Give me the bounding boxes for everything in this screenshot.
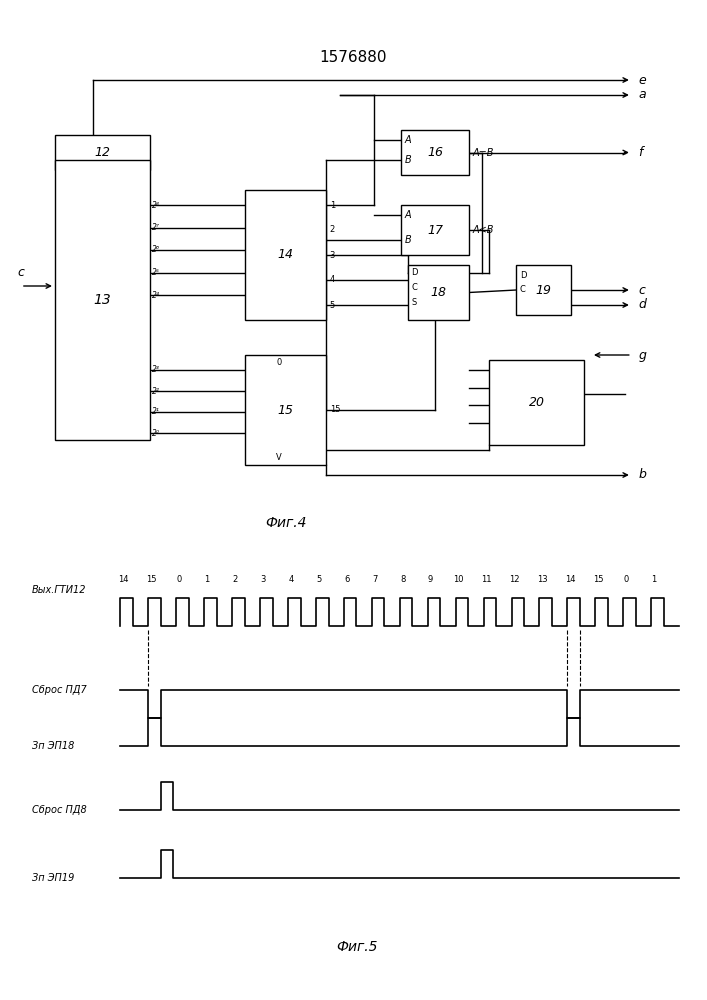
Text: 2³: 2³ — [152, 365, 160, 374]
Text: 2⁷: 2⁷ — [152, 223, 160, 232]
Text: B: B — [404, 155, 411, 165]
Text: 19: 19 — [535, 284, 551, 296]
Text: 2⁵: 2⁵ — [152, 268, 160, 277]
Bar — [401, 130, 469, 175]
Bar — [55, 135, 150, 170]
Text: 20: 20 — [529, 396, 545, 409]
Text: 0: 0 — [176, 575, 182, 584]
Text: 2¹: 2¹ — [152, 408, 160, 416]
Text: A: A — [404, 210, 411, 220]
Text: 0: 0 — [624, 575, 629, 584]
Text: 17: 17 — [427, 224, 443, 236]
Text: A<B: A<B — [472, 225, 493, 235]
Bar — [516, 265, 571, 315]
Text: Сброс ПД8: Сброс ПД8 — [32, 805, 86, 815]
Text: Зп ЭП19: Зп ЭП19 — [32, 873, 74, 883]
Text: 11: 11 — [481, 575, 491, 584]
Bar — [245, 355, 327, 465]
Text: g: g — [638, 349, 646, 361]
Text: 8: 8 — [400, 575, 405, 584]
Text: 1: 1 — [204, 575, 209, 584]
Text: C: C — [520, 286, 526, 294]
Text: 4: 4 — [288, 575, 293, 584]
Text: 5: 5 — [329, 300, 335, 310]
Text: 9: 9 — [428, 575, 433, 584]
Text: 13: 13 — [93, 293, 111, 307]
Text: S: S — [411, 298, 416, 307]
Text: b: b — [638, 468, 646, 482]
Text: 7: 7 — [372, 575, 378, 584]
Text: 10: 10 — [453, 575, 464, 584]
Text: 4: 4 — [329, 275, 335, 284]
Text: c: c — [18, 265, 24, 278]
Bar — [55, 160, 150, 440]
Text: 0: 0 — [276, 358, 281, 367]
Text: 14: 14 — [565, 575, 575, 584]
Text: 2⁶: 2⁶ — [152, 245, 160, 254]
Text: 16: 16 — [427, 146, 443, 159]
Text: a: a — [638, 89, 646, 102]
Text: D: D — [520, 270, 526, 279]
Text: 2: 2 — [233, 575, 238, 584]
Text: 1: 1 — [651, 575, 657, 584]
Text: 12: 12 — [509, 575, 520, 584]
Text: Сброс ПД7: Сброс ПД7 — [32, 685, 86, 695]
Bar — [401, 205, 469, 255]
Text: 2: 2 — [329, 226, 335, 234]
Text: 3: 3 — [329, 250, 335, 259]
Text: B: B — [404, 235, 411, 245]
Text: Вых.ГТИ12: Вых.ГТИ12 — [32, 585, 86, 595]
Text: 18: 18 — [431, 286, 446, 299]
Text: c: c — [638, 284, 645, 296]
Text: 15: 15 — [146, 575, 156, 584]
Text: 2⁸: 2⁸ — [152, 200, 160, 210]
Text: Фиг.4: Фиг.4 — [265, 516, 306, 530]
Text: 2²: 2² — [152, 386, 160, 395]
Text: A=B: A=B — [472, 147, 493, 157]
Text: Фиг.5: Фиг.5 — [337, 940, 378, 954]
Text: e: e — [638, 74, 646, 87]
Text: 5: 5 — [316, 575, 322, 584]
Text: A: A — [404, 135, 411, 145]
Text: C: C — [411, 283, 417, 292]
Text: d: d — [638, 298, 646, 312]
Text: 13: 13 — [537, 575, 548, 584]
Bar — [489, 360, 584, 445]
Text: V: V — [276, 453, 281, 462]
Text: 2⁰: 2⁰ — [152, 428, 160, 438]
Text: f: f — [638, 146, 643, 159]
Text: Зп ЭП18: Зп ЭП18 — [32, 741, 74, 751]
Text: 15: 15 — [593, 575, 604, 584]
Text: 1: 1 — [329, 200, 335, 210]
Text: 15: 15 — [329, 406, 340, 414]
Bar — [408, 265, 469, 320]
Text: 14: 14 — [118, 575, 129, 584]
Text: 2⁴: 2⁴ — [152, 290, 160, 300]
Text: 15: 15 — [278, 403, 293, 416]
Text: 12: 12 — [94, 146, 110, 159]
Text: 3: 3 — [260, 575, 266, 584]
Text: 6: 6 — [344, 575, 349, 584]
Bar — [245, 190, 327, 320]
Text: 1576880: 1576880 — [320, 50, 387, 65]
Text: 14: 14 — [278, 248, 293, 261]
Text: D: D — [411, 268, 418, 277]
